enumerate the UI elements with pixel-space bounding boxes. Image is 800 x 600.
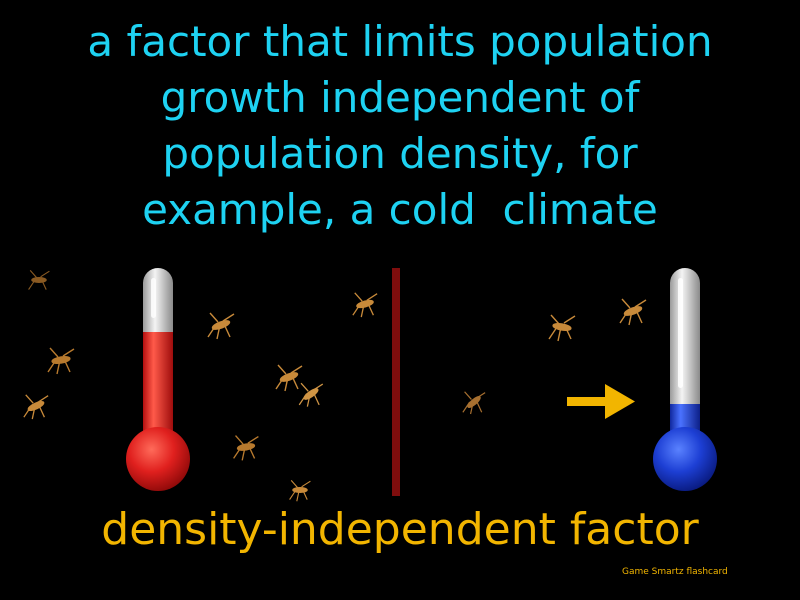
definition-line: a factor that limits population	[87, 17, 713, 66]
mosquito-icon	[28, 270, 50, 290]
brand-credit: Game Smartz flashcard	[622, 567, 728, 577]
cold-thermometer-icon	[653, 268, 717, 491]
mosquito-icon	[233, 435, 259, 461]
mosquito-icon	[548, 314, 576, 342]
mosquito-icon	[23, 394, 49, 420]
mosquito-icon	[298, 382, 324, 407]
divider	[392, 268, 400, 496]
definition-line: example, a cold climate	[142, 185, 658, 234]
mosquito-icon	[289, 480, 311, 502]
mosquito-icon	[275, 364, 303, 392]
mosquito-icon	[462, 391, 486, 415]
mosquito-icon	[352, 292, 378, 318]
term-title: density-independent factor	[101, 504, 699, 555]
definition-line: growth independent of	[160, 73, 640, 122]
warm-thermometer-icon	[126, 268, 190, 491]
definition-line: population density, for	[162, 129, 638, 178]
mosquito-icon	[619, 298, 647, 326]
mosquito-icon	[207, 312, 235, 340]
right-arrow-icon	[567, 384, 635, 419]
definition-text: a factor that limits population growth i…	[0, 14, 800, 238]
mosquito-icon	[47, 347, 75, 375]
